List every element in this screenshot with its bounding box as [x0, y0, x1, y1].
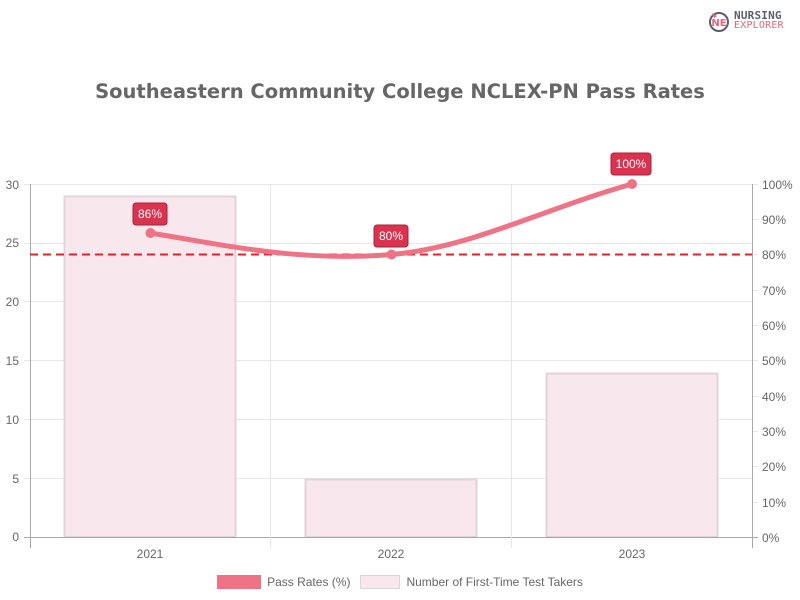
svg-text:25: 25 [6, 236, 20, 250]
svg-text:80%: 80% [379, 229, 403, 243]
legend-label: Pass Rates (%) [267, 575, 351, 589]
pass-rate-point-2021[interactable] [145, 228, 156, 238]
svg-text:70%: 70% [762, 284, 786, 298]
bar-series-test-takers [63, 195, 719, 538]
left-axis-labels: 0 5 10 15 20 25 30 [6, 178, 20, 544]
svg-text:2023: 2023 [619, 547, 646, 561]
bar-2023[interactable] [545, 372, 719, 538]
legend-item-pass-rates[interactable]: Pass Rates (%) [217, 575, 350, 589]
point-label-2022: 80% [373, 224, 409, 248]
svg-text:20%: 20% [762, 460, 786, 474]
point-label-2023: 100% [610, 152, 652, 176]
svg-text:100%: 100% [616, 157, 647, 171]
svg-text:NE: NE [711, 18, 726, 29]
bar-swatch-icon [360, 575, 401, 589]
svg-text:0%: 0% [762, 531, 780, 545]
logo-line-1: NURSING [734, 9, 782, 22]
svg-text:10: 10 [6, 413, 20, 427]
svg-text:2022: 2022 [378, 547, 405, 561]
right-axis-labels: 0% 10% 20% 30% 40% 50% 60% 70% 80% 90% 1… [762, 178, 793, 545]
axis-lines [24, 184, 758, 548]
svg-text:0: 0 [12, 530, 19, 544]
svg-text:80%: 80% [762, 248, 786, 262]
bar-2021[interactable] [63, 195, 237, 538]
pass-rate-point-2022[interactable] [386, 249, 397, 260]
svg-text:90%: 90% [762, 213, 786, 227]
legend-label: Number of First-Time Test Takers [406, 575, 583, 589]
x-axis-labels: 2021 2022 2023 [137, 547, 646, 561]
svg-text:86%: 86% [138, 207, 162, 221]
point-label-2021: 86% [132, 202, 168, 226]
svg-text:100%: 100% [762, 178, 793, 192]
svg-text:60%: 60% [762, 319, 786, 333]
svg-text:10%: 10% [762, 496, 786, 510]
logo-mark-icon: NE [709, 12, 729, 32]
pass-rate-point-2023[interactable] [627, 179, 637, 189]
chart-legend: Pass Rates (%) Number of First-Time Test… [0, 575, 800, 589]
bar-2022[interactable] [304, 478, 478, 538]
svg-text:15: 15 [6, 354, 20, 368]
legend-item-test-takers[interactable]: Number of First-Time Test Takers [360, 575, 583, 589]
svg-text:2021: 2021 [137, 547, 164, 561]
svg-text:30%: 30% [762, 425, 786, 439]
line-swatch-icon [217, 575, 262, 589]
logo-line-2: EXPLORER [734, 20, 784, 31]
svg-text:20: 20 [6, 295, 20, 309]
svg-text:5: 5 [12, 472, 19, 486]
svg-text:50%: 50% [762, 354, 786, 368]
svg-text:30: 30 [6, 178, 20, 192]
chart-title: Southeastern Community College NCLEX-PN … [95, 80, 705, 103]
nursing-explorer-logo[interactable]: NE NURSING EXPLORER [708, 8, 792, 34]
svg-text:40%: 40% [762, 390, 786, 404]
